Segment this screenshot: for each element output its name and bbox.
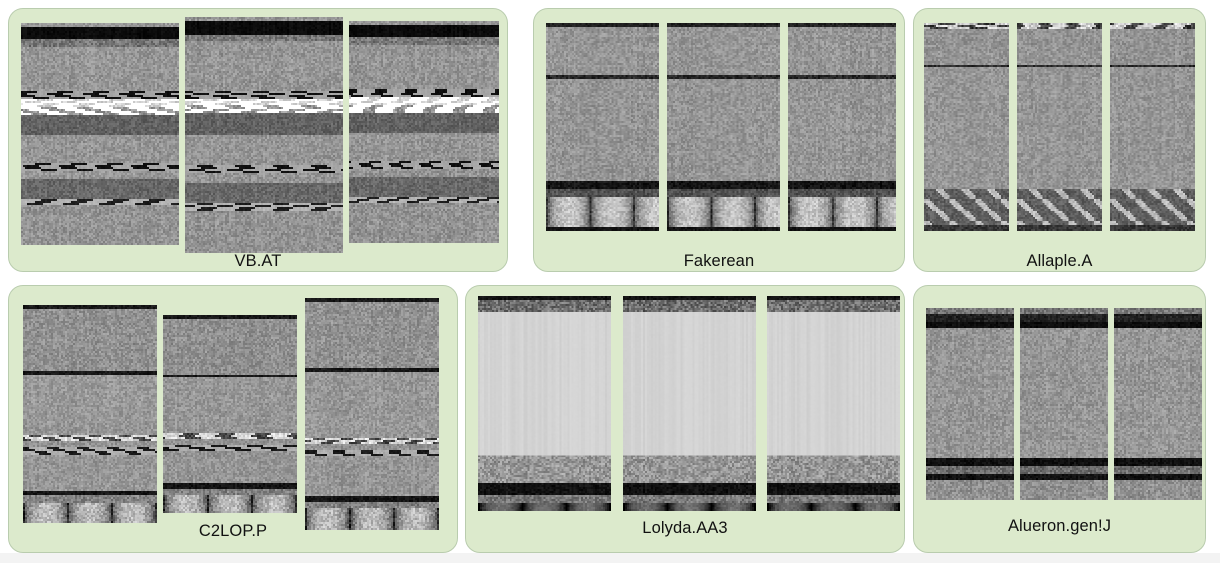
byteplot-tile [926, 308, 1014, 500]
byteplot-tile [163, 315, 297, 513]
byteplot-canvas [1020, 308, 1108, 500]
byteplot-canvas [926, 308, 1014, 500]
byteplot-canvas [546, 23, 659, 231]
byteplot-tile [23, 305, 157, 523]
family-panel-allaple-a: Allaple.A [913, 8, 1206, 272]
family-panel-c2lop-p: C2LOP.P [8, 285, 458, 553]
byteplot-tile-group [9, 9, 507, 271]
byteplot-canvas [163, 315, 297, 513]
byteplot-canvas [21, 23, 179, 245]
byteplot-tile [1017, 23, 1102, 231]
byteplot-tile [667, 23, 780, 231]
panel-caption-alueron-gen-j: Alueron.gen!J [1007, 517, 1112, 535]
byteplot-canvas [23, 305, 157, 523]
byteplot-tile [185, 17, 343, 253]
byteplot-canvas [185, 17, 343, 253]
family-panel-alueron-gen-j: Alueron.gen!J [913, 285, 1206, 553]
byteplot-canvas [1017, 23, 1102, 231]
byteplot-canvas [1110, 23, 1195, 231]
byteplot-tile [349, 21, 499, 243]
figure-bottom-strip [0, 553, 1220, 563]
byteplot-tile-group [9, 286, 457, 552]
byteplot-tile-group [914, 9, 1205, 271]
byteplot-tile [924, 23, 1009, 231]
family-panel-vb-at: VB.AT [8, 8, 508, 272]
panel-caption-c2lop-p: C2LOP.P [198, 522, 268, 540]
panel-caption-allaple-a: Allaple.A [1026, 252, 1093, 270]
family-panel-lolyda-aa3: Lolyda.AA3 [465, 285, 905, 553]
byteplot-canvas [767, 296, 900, 511]
byteplot-tile-group [466, 286, 904, 552]
byteplot-tile [767, 296, 900, 511]
panel-caption-lolyda-aa3: Lolyda.AA3 [642, 519, 728, 537]
byteplot-tile-group [914, 286, 1205, 552]
byteplot-tile [305, 298, 439, 530]
byteplot-tile [1110, 23, 1195, 231]
byteplot-tile-group [534, 9, 904, 271]
byteplot-canvas [924, 23, 1009, 231]
byteplot-canvas [788, 23, 896, 231]
byteplot-tile [21, 23, 179, 245]
byteplot-canvas [667, 23, 780, 231]
byteplot-tile [478, 296, 611, 511]
byteplot-canvas [305, 298, 439, 530]
byteplot-tile [623, 296, 756, 511]
byteplot-tile [788, 23, 896, 231]
panel-caption-vb-at: VB.AT [234, 252, 282, 270]
byteplot-canvas [349, 21, 499, 243]
family-panel-fakerean: Fakerean [533, 8, 905, 272]
byteplot-tile [1020, 308, 1108, 500]
panel-caption-fakerean: Fakerean [683, 252, 755, 270]
byteplot-tile [1114, 308, 1202, 500]
byteplot-canvas [1114, 308, 1202, 500]
byteplot-tile [546, 23, 659, 231]
byteplot-canvas [478, 296, 611, 511]
byteplot-canvas [623, 296, 756, 511]
